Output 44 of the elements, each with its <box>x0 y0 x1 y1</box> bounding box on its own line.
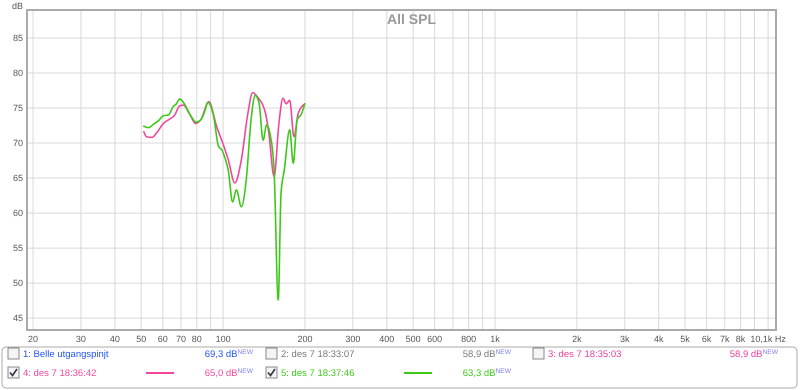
y-tick-label: 80 <box>12 68 23 78</box>
x-tick-label: 60 <box>158 334 168 344</box>
y-tick-label: 85 <box>12 33 23 44</box>
x-tick-label: 20 <box>28 334 38 344</box>
x-tick-label: 400 <box>379 334 394 344</box>
text: 1: Belle utgangspinjt <box>23 349 109 360</box>
x-tick-label: 3k <box>620 334 630 344</box>
x-tick-label: 5k <box>680 334 690 344</box>
text: 4: des 7 18:36:42 <box>23 368 96 379</box>
text: 58,9 dB$^{NEW}$ <box>462 348 512 360</box>
text: 69,3 dB$^{NEW}$ <box>204 348 254 360</box>
text: 58,9 dB$^{NEW}$ <box>730 348 779 360</box>
x-tick-label: 2k <box>572 334 582 344</box>
y-axis-title: dB <box>12 1 23 11</box>
text: 3: des 7 18:35:03 <box>548 349 622 360</box>
y-tick-label: 45 <box>12 313 23 324</box>
x-tick-label: 200 <box>297 334 312 344</box>
x-tick-label: 80 <box>192 334 202 344</box>
x-tick-label: 1k <box>490 334 500 344</box>
text: 65,0 dB$^{NEW}$ <box>204 368 254 379</box>
text: 5: des 7 18:37:46 <box>281 368 354 379</box>
x-tick-label: 300 <box>345 334 360 344</box>
x-tick-label: 70 <box>176 334 186 344</box>
y-tick-label: 65 <box>12 173 23 184</box>
x-tick-label: 50 <box>136 334 146 344</box>
y-tick-label: 50 <box>12 278 23 288</box>
text: 63,3 dB$^{NEW}$ <box>462 368 512 379</box>
x-tick-label: 7k <box>720 334 730 344</box>
x-tick-label: 100 <box>216 334 231 344</box>
x-tick-label: 8k <box>736 334 746 344</box>
y-tick-label: 75 <box>12 103 23 114</box>
x-tick-label: 800 <box>461 334 476 344</box>
x-tick-label: 10,1k Hz <box>750 334 786 344</box>
x-tick-label: 4k <box>654 334 664 344</box>
x-tick-label: 500 <box>406 334 421 344</box>
y-tick-label: 70 <box>12 138 23 148</box>
text: 2: des 7 18:33:07 <box>281 349 354 360</box>
x-tick-label: 40 <box>110 334 120 344</box>
x-tick-label: 30 <box>76 334 86 344</box>
y-tick-label: 60 <box>12 208 23 218</box>
y-tick-label: 55 <box>12 243 23 254</box>
chart-title: All SPL <box>386 11 436 27</box>
x-tick-label: 6k <box>702 334 712 344</box>
x-tick-label: 600 <box>427 334 442 344</box>
